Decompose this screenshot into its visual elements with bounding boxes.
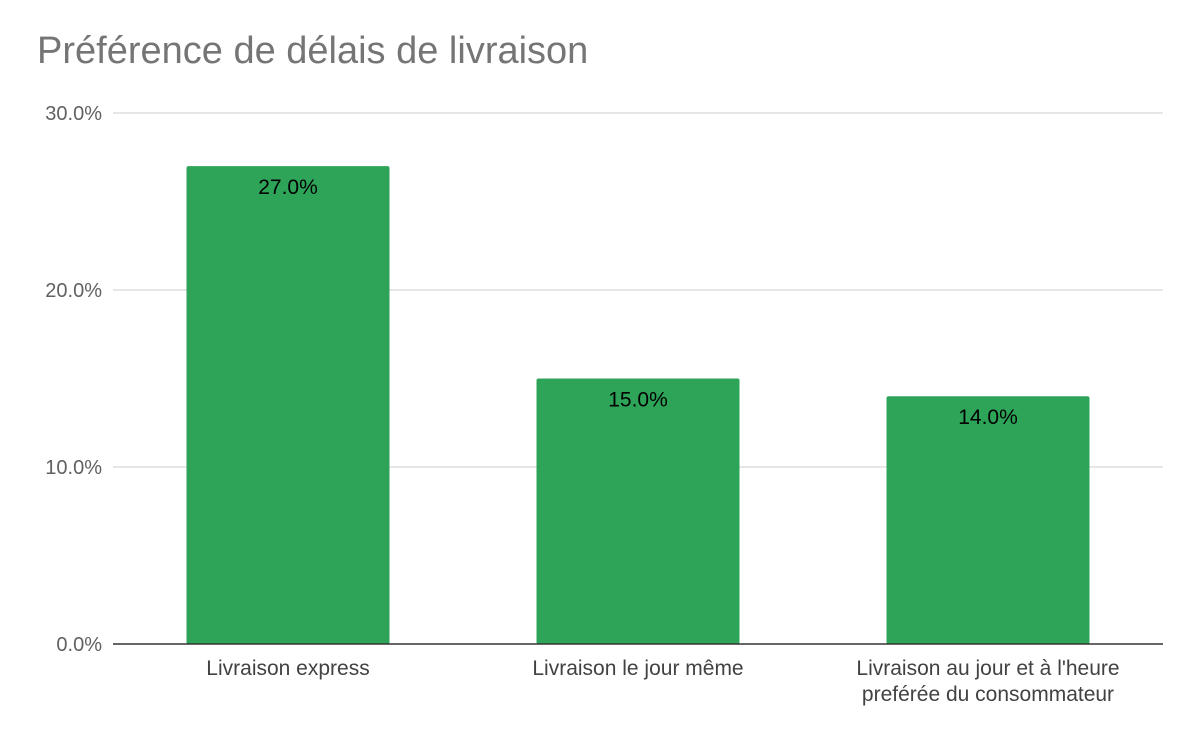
x-category-label: preférée du consommateur (862, 683, 1114, 706)
x-category-label: Livraison express (206, 657, 369, 680)
y-tick-label: 30.0% (45, 103, 102, 125)
bar (536, 378, 740, 644)
bars (186, 166, 1090, 644)
y-tick-label: 10.0% (45, 457, 102, 479)
x-category-label: Livraison le jour même (532, 657, 743, 680)
x-axis-categories: Livraison express Livraison le jour même L… (206, 657, 1119, 706)
y-tick-label: 0.0% (56, 634, 102, 656)
chart-title: Préférence de délais de livraison (37, 30, 589, 72)
x-category-label: Livraison au jour et à l'heure (856, 657, 1119, 680)
data-label: 27.0% (258, 176, 318, 199)
y-axis-ticks: 0.0% 10.0% 20.0% 30.0% (45, 103, 102, 656)
data-labels: 27.0% 15.0% 14.0% (258, 176, 1018, 429)
bar (186, 166, 390, 644)
bar (886, 396, 1090, 644)
data-label: 15.0% (608, 389, 668, 412)
data-label: 14.0% (958, 406, 1018, 429)
y-tick-label: 20.0% (45, 280, 102, 302)
